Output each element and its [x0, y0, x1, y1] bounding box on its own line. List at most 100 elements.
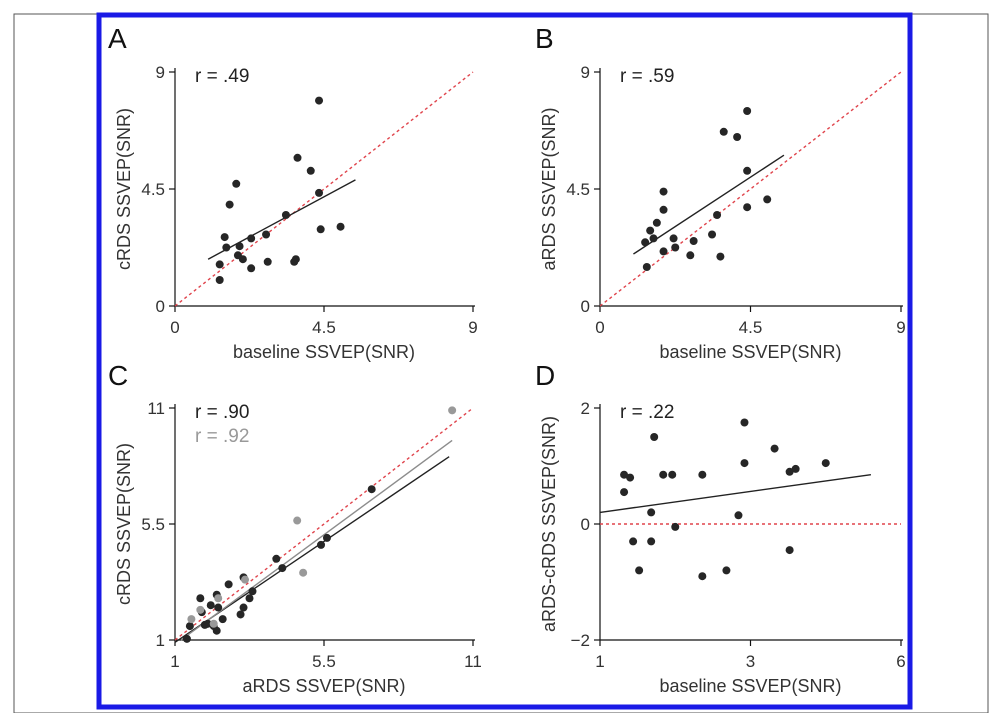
data-point: [248, 587, 257, 596]
data-point: [719, 127, 728, 136]
correlation-label: r = .59: [620, 66, 674, 87]
data-point: [315, 188, 324, 197]
data-point: [212, 626, 221, 635]
data-point: [220, 233, 229, 242]
panels-group: A 0 4.5 9 0 4.5 9 baseline SSVEP(SNR) cRDS SSVEP…: [108, 23, 906, 696]
regression-line: [633, 154, 785, 255]
data-point: [293, 153, 302, 162]
data-point: [200, 620, 209, 629]
panel-d: D 1 3 6 −2 0 2 baseline SSVEP(SNR) aRDS-cRDS SSV…: [535, 360, 906, 696]
x-axis-label: baseline SSVEP(SNR): [659, 676, 841, 696]
data-point: [659, 205, 668, 214]
data-point: [206, 601, 215, 610]
data-point: [791, 464, 800, 473]
data-point: [734, 511, 743, 520]
data-point: [278, 564, 287, 573]
data-point: [698, 572, 707, 581]
data-point: [306, 166, 315, 175]
data-point: [629, 537, 638, 546]
x-tick-label: 3: [746, 652, 755, 671]
data-point: [317, 540, 326, 549]
data-point: [713, 211, 722, 219]
panel-label: C: [108, 360, 128, 391]
x-axis-label: aRDS SSVEP(SNR): [242, 676, 405, 696]
data-point: [626, 473, 635, 482]
data-point: [214, 594, 223, 603]
data-point: [647, 537, 656, 546]
x-tick-label: 5.5: [312, 652, 336, 671]
data-point: [367, 485, 376, 494]
y-tick-label: 11: [147, 399, 165, 418]
data-point: [315, 96, 324, 105]
data-point: [238, 255, 247, 264]
regression-line-gray: [180, 439, 453, 641]
correlation-label: r = .90: [195, 402, 249, 423]
data-point: [272, 554, 281, 563]
x-tick-label: 4.5: [312, 318, 336, 337]
data-point: [698, 470, 707, 479]
highlight-frame: [96, 12, 913, 710]
data-point: [263, 257, 272, 266]
data-point: [245, 594, 254, 603]
x-tick-label: 9: [468, 318, 477, 337]
y-tick-label: 2: [581, 399, 590, 418]
data-point: [196, 605, 205, 614]
data-point: [182, 634, 191, 643]
identity-reference-line: [174, 407, 474, 641]
series-1: [187, 406, 457, 628]
data-point: [641, 238, 650, 247]
y-tick-label: 4.5: [566, 180, 590, 199]
y-axis-label: aRDS SSVEP(SNR): [539, 107, 559, 270]
data-point: [659, 247, 668, 256]
data-point: [239, 603, 248, 612]
y-tick-label: 0: [581, 515, 590, 534]
data-point: [215, 260, 224, 269]
data-point: [316, 225, 325, 234]
data-point: [620, 470, 629, 479]
data-point: [241, 575, 250, 584]
series-0: [182, 485, 376, 643]
data-point: [785, 467, 794, 476]
data-point: [668, 470, 677, 479]
data-point: [770, 444, 779, 453]
data-point: [235, 242, 244, 251]
data-point: [224, 580, 233, 589]
x-tick-label: 6: [896, 652, 905, 671]
data-point: [743, 107, 752, 115]
data-point: [448, 406, 457, 415]
data-point: [671, 243, 680, 252]
x-tick-label: 0: [170, 318, 179, 337]
data-point: [743, 203, 752, 212]
data-point: [209, 619, 218, 628]
series-0: [620, 418, 830, 581]
data-point: [214, 603, 223, 612]
data-point: [659, 187, 668, 196]
data-point: [649, 234, 658, 243]
data-point: [722, 566, 731, 575]
data-point: [647, 508, 656, 517]
y-tick-label: 9: [581, 63, 590, 82]
data-point: [218, 615, 227, 624]
y-axis-label: cRDS SSVEP(SNR): [114, 443, 134, 605]
series-0: [641, 107, 772, 271]
x-axis-label: baseline SSVEP(SNR): [233, 342, 415, 362]
data-point: [740, 459, 749, 468]
x-tick-label: 9: [896, 318, 905, 337]
data-point: [281, 211, 290, 219]
regression-line: [207, 179, 356, 260]
data-point: [196, 594, 205, 603]
data-point: [686, 251, 695, 260]
y-tick-label: −2: [571, 631, 590, 650]
regression-line: [599, 474, 871, 514]
data-point: [262, 230, 271, 239]
data-point: [671, 522, 680, 531]
y-tick-label: 4.5: [141, 180, 165, 199]
data-point: [185, 622, 194, 631]
data-point: [187, 615, 196, 624]
data-point: [247, 234, 256, 243]
data-point: [821, 459, 830, 468]
panel-a: A 0 4.5 9 0 4.5 9 baseline SSVEP(SNR) cRDS SSVEP…: [108, 23, 478, 362]
data-point: [232, 179, 241, 188]
